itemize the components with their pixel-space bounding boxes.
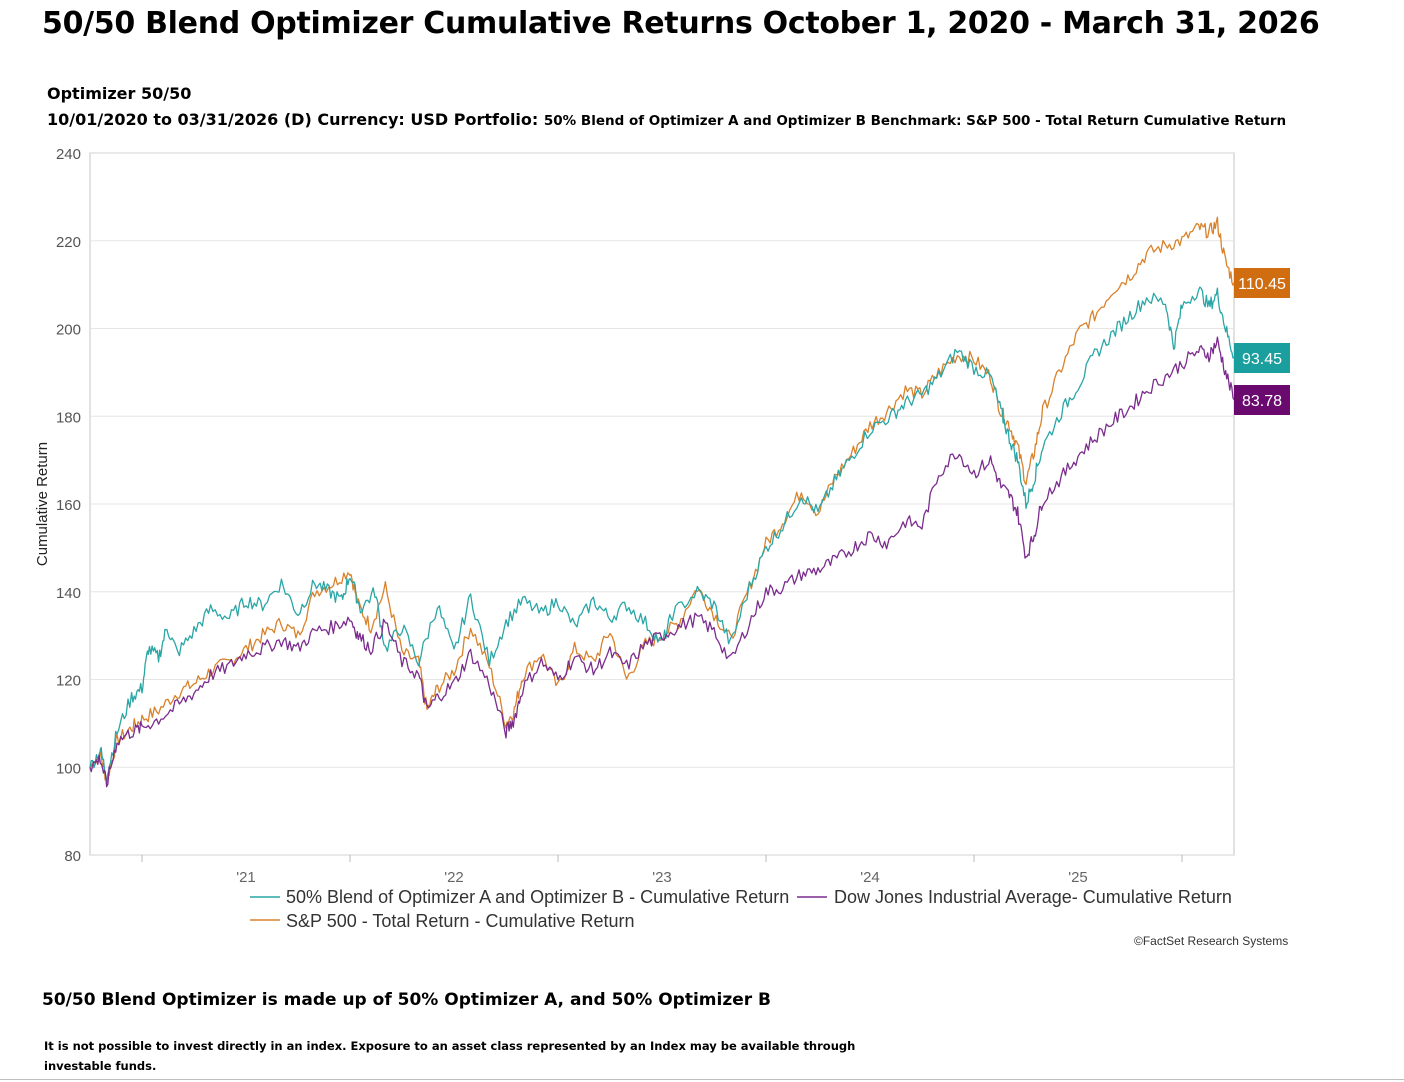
y-tick-label: 180 bbox=[56, 409, 81, 426]
y-tick-label: 240 bbox=[56, 146, 81, 163]
end-badge-0: 93.45 bbox=[1234, 343, 1290, 373]
end-badge-label: 110.45 bbox=[1238, 276, 1286, 293]
y-tick-label: 220 bbox=[56, 234, 81, 251]
x-tick-label: '24 bbox=[860, 869, 880, 886]
y-tick-label: 120 bbox=[56, 673, 81, 690]
portfolio-name: Optimizer 50/50 bbox=[47, 84, 192, 103]
legend-label-blend: 50% Blend of Optimizer A and Optimizer B… bbox=[286, 887, 789, 907]
series-line-0 bbox=[89, 286, 1235, 783]
end-badge-box bbox=[1234, 385, 1290, 415]
end-badge-label: 93.45 bbox=[1242, 351, 1282, 368]
end-badge-1: 110.45 bbox=[1234, 268, 1290, 298]
end-badge-box bbox=[1234, 268, 1290, 298]
x-axis-ticks: '21 '22 '23 '24 '25 bbox=[141, 855, 1183, 886]
end-badge-box bbox=[1234, 343, 1290, 373]
x-tick-label: '21 bbox=[236, 869, 256, 886]
y-axis-ticks: 80 100 120 140 160 180 200 220 240 bbox=[56, 146, 81, 865]
info-dates: 10/01/2020 to 03/31/2026 (D) Currency: U… bbox=[47, 110, 539, 129]
y-tick-label: 80 bbox=[64, 848, 81, 865]
y-tick-label: 200 bbox=[56, 322, 81, 339]
x-tick-label: '25 bbox=[1068, 869, 1088, 886]
page-title: 50/50 Blend Optimizer Cumulative Returns… bbox=[42, 6, 1320, 41]
y-axis-label: Cumulative Return bbox=[34, 442, 51, 566]
end-badge-label: 83.78 bbox=[1242, 393, 1282, 410]
y-tick-label: 160 bbox=[56, 497, 81, 514]
composition-note: 50/50 Blend Optimizer is made up of 50% … bbox=[42, 990, 772, 1010]
grid-lines bbox=[90, 152, 1234, 856]
portfolio-info: 10/01/2020 to 03/31/2026 (D) Currency: U… bbox=[47, 110, 1286, 129]
y-tick-label: 100 bbox=[56, 760, 81, 777]
bottom-divider bbox=[0, 1079, 1404, 1080]
series-lines bbox=[89, 216, 1235, 788]
info-detail: 50% Blend of Optimizer A and Optimizer B… bbox=[543, 113, 1287, 129]
end-value-badges: 110.45 93.45 83.78 bbox=[1234, 268, 1290, 415]
chart-legend: 50% Blend of Optimizer A and Optimizer B… bbox=[250, 887, 1232, 931]
legend-label-dow: Dow Jones Industrial Average- Cumulative… bbox=[834, 887, 1232, 907]
series-line-2 bbox=[89, 336, 1235, 788]
copyright-notice: ©FactSet Research Systems bbox=[1134, 934, 1289, 948]
index-disclaimer: It is not possible to invest directly in… bbox=[44, 1039, 856, 1073]
legend-label-sp: S&P 500 - Total Return - Cumulative Retu… bbox=[286, 911, 635, 931]
y-tick-label: 140 bbox=[56, 585, 81, 602]
x-tick-label: '22 bbox=[444, 869, 464, 886]
x-tick-label: '23 bbox=[652, 869, 672, 886]
end-badge-2: 83.78 bbox=[1234, 385, 1290, 415]
